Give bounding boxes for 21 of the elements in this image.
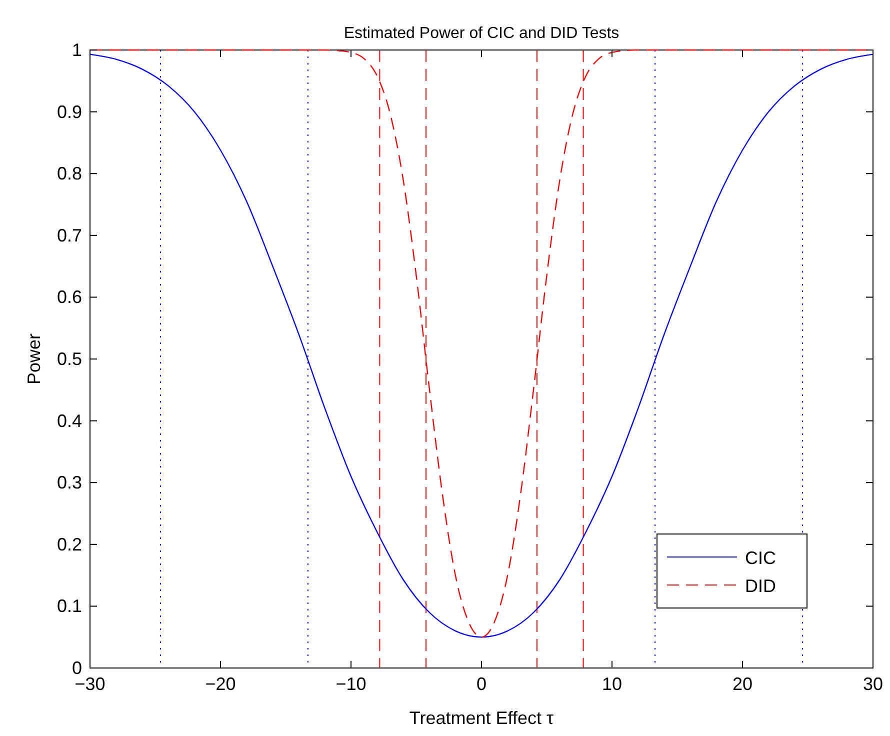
y-tick-label: 0.1 xyxy=(56,596,82,616)
y-tick-label: 0.3 xyxy=(56,472,82,493)
x-tick-label: 0 xyxy=(476,674,487,694)
x-tick-label: −10 xyxy=(336,674,366,694)
x-tick-label: 30 xyxy=(862,674,884,694)
x-axis-title: Treatment Effect τ xyxy=(409,708,554,728)
x-tick-label: 20 xyxy=(732,674,753,694)
legend-label: DID xyxy=(745,576,776,596)
y-tick-label: 0.6 xyxy=(56,287,82,308)
legend-label: CIC xyxy=(745,548,776,568)
y-axis-title: Power xyxy=(24,333,44,385)
x-tick-label: −20 xyxy=(205,674,236,694)
y-tick-label: 1 xyxy=(72,40,82,60)
y-tick-label: 0.8 xyxy=(56,164,82,184)
y-tick-label: 0.9 xyxy=(56,102,82,122)
y-tick-label: 0.7 xyxy=(56,225,82,246)
y-tick-label: 0.2 xyxy=(56,534,82,554)
y-tick-label: 0.4 xyxy=(56,410,82,431)
chart-title: Estimated Power of CIC and DID Tests xyxy=(344,25,620,42)
y-tick-label: 0.5 xyxy=(56,349,82,369)
x-tick-label: 10 xyxy=(602,674,622,694)
